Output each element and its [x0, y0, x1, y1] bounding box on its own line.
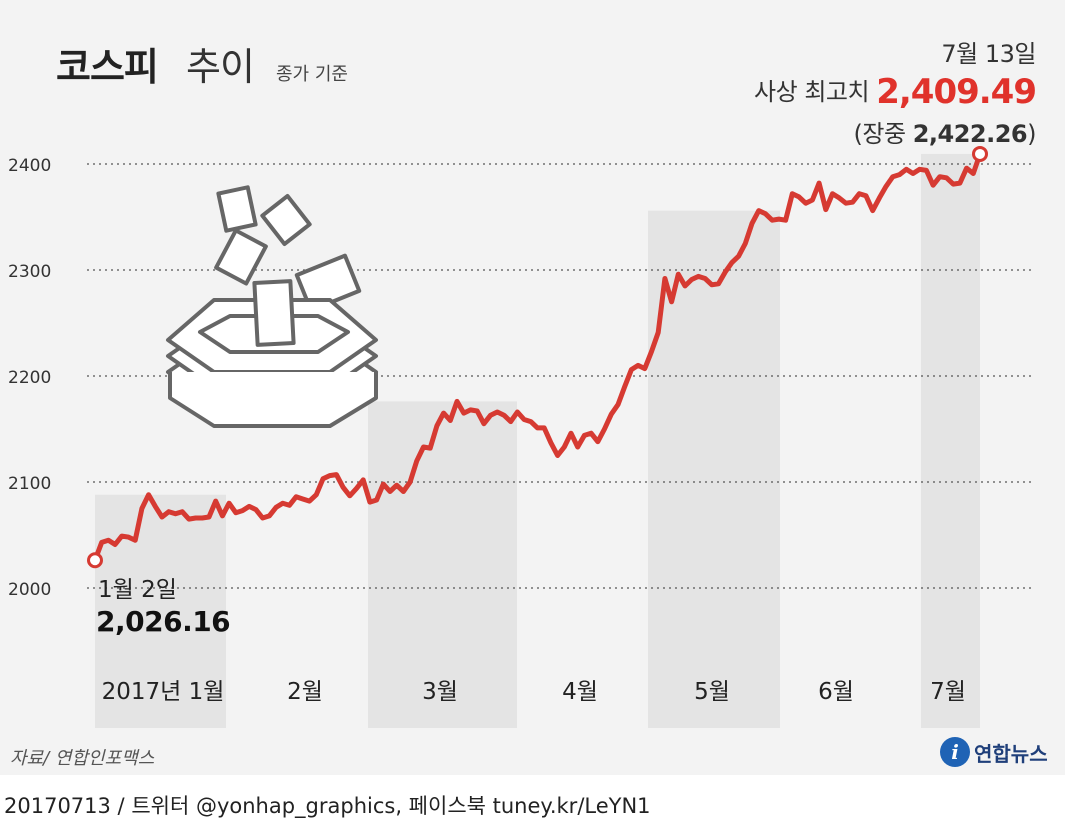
title-note: 종가 기준	[276, 64, 348, 85]
high-annotation-label: 사상 최고치	[754, 78, 870, 106]
intraday-suffix: )	[1027, 120, 1036, 148]
intraday-annotation: (장중 2,422.26)	[853, 114, 1037, 149]
month-label: 2월	[287, 679, 323, 705]
ballot-box-icon	[166, 185, 378, 428]
high-point-marker	[972, 145, 988, 162]
kospi-series-line	[92, 151, 983, 563]
y-tick-label: 2000	[8, 580, 51, 600]
month-label: 4월	[562, 679, 598, 705]
source-note: 자료/ 연합인포맥스	[10, 748, 155, 769]
yonhap-logo-icon: i	[940, 737, 970, 767]
kospi-line-chart: 2000 2100 2200 2300 2400 2017년 1월 2월 3월 4월 5월 6월 7…	[8, 145, 1033, 728]
y-tick-label: 2200	[8, 368, 51, 388]
y-tick-label: 2400	[8, 156, 51, 176]
month-label: 2017년 1월	[102, 679, 225, 705]
month-label: 6월	[818, 679, 854, 705]
month-label: 7월	[930, 679, 966, 705]
page-title: 코스피	[56, 45, 159, 89]
month-label: 3월	[422, 679, 458, 705]
start-point-marker	[87, 552, 103, 569]
month-labels: 2017년 1월 2월 3월 4월 5월 6월 7월	[102, 679, 966, 705]
month-band	[95, 494, 226, 728]
y-tick-label: 2100	[8, 474, 51, 494]
data-points	[87, 145, 988, 569]
logo-text: 연합뉴스	[974, 741, 1048, 766]
start-annotation-date: 1월 2일	[98, 577, 177, 603]
page-title-sub: 추이	[186, 45, 255, 89]
high-annotation: 사상 최고치 2,409.49	[754, 72, 1037, 112]
month-label: 5월	[694, 679, 730, 705]
month-bands	[95, 153, 980, 728]
start-annotation-value: 2,026.16	[96, 605, 231, 638]
footer-credit: 20170713 / 트위터 @yonhap_graphics, 페이스북 tu…	[4, 794, 651, 818]
intraday-value: 2,422.26	[912, 120, 1028, 148]
yonhap-logo: i 연합뉴스	[940, 734, 1048, 770]
y-tick-labels: 2000 2100 2200 2300 2400	[8, 156, 51, 600]
intraday-prefix: (장중	[853, 120, 907, 148]
month-band	[921, 153, 980, 728]
y-tick-label: 2300	[8, 262, 51, 282]
month-band	[368, 401, 517, 728]
high-annotation-value: 2,409.49	[876, 72, 1037, 112]
high-annotation-date: 7월 13일	[941, 40, 1036, 68]
